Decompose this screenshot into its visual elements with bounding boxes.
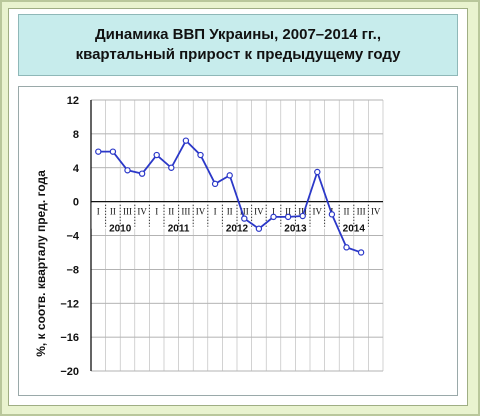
y-tick-label: −8	[66, 264, 79, 276]
quarter-label: II	[285, 207, 291, 217]
year-label: 2012	[226, 224, 249, 235]
data-point	[124, 167, 131, 174]
year-label: 2013	[284, 224, 307, 235]
y-tick-label: −20	[60, 366, 79, 378]
data-point	[168, 164, 175, 171]
data-point	[299, 212, 306, 220]
data-point	[95, 148, 102, 155]
data-point	[241, 215, 248, 222]
data-point	[197, 151, 204, 159]
data-point	[153, 151, 160, 159]
data-point	[211, 180, 219, 188]
quarter-label: I	[155, 207, 158, 217]
data-point	[284, 213, 292, 221]
quarter-label: I	[272, 207, 275, 217]
chart-title-line-1: Динамика ВВП Украины, 2007–2014 гг.,	[94, 26, 382, 43]
quarter-label: II	[227, 207, 233, 217]
quarter-label: II	[344, 207, 350, 217]
y-tick-label: −4	[66, 231, 79, 243]
y-tick-label: 0	[73, 197, 79, 209]
data-point	[182, 137, 190, 144]
y-tick-label: 12	[67, 95, 79, 107]
year-label: 2010	[109, 224, 132, 235]
chart-title-line-2: квартальный прирост к предыдущему году	[75, 46, 401, 63]
y-axis-label: %, к соотв. кварталу пред. года	[34, 170, 48, 357]
data-point	[138, 170, 146, 177]
y-tick-label: 4	[73, 163, 80, 175]
chart-title-box: Динамика ВВП Украины, 2007–2014 гг., ква…	[18, 14, 458, 76]
quarter-label: II	[110, 207, 116, 217]
data-point	[270, 213, 277, 221]
quarter-label: IV	[137, 207, 147, 217]
quarter-label: I	[214, 207, 217, 217]
quarter-label: IV	[196, 207, 206, 217]
quarter-label: III	[123, 207, 132, 217]
data-point	[357, 249, 365, 256]
quarter-label: II	[168, 207, 174, 217]
y-tick-label: −16	[60, 332, 79, 344]
y-tick-label: 8	[73, 129, 79, 141]
data-point	[314, 168, 321, 176]
quarter-label: III	[298, 207, 307, 217]
year-label: 2014	[343, 224, 366, 235]
year-label: 2011	[168, 224, 190, 235]
quarter-label: I	[97, 207, 100, 217]
quarter-label: III	[181, 207, 190, 217]
quarter-label: III	[240, 207, 249, 217]
data-point	[328, 211, 336, 218]
plot-area: 12 8 4 0 −4 −8 −12 −16 −20 I II III IV 2010 I II III IV 20…	[18, 86, 458, 396]
data-point	[109, 148, 117, 155]
data-point	[343, 244, 350, 251]
y-tick-label: −12	[60, 298, 79, 310]
data-point	[226, 172, 233, 179]
quarter-label: III	[357, 207, 366, 217]
quarter-label: IV	[371, 207, 381, 217]
quarter-label: IV	[254, 207, 264, 217]
data-point	[255, 225, 263, 232]
quarter-label: IV	[313, 207, 323, 217]
